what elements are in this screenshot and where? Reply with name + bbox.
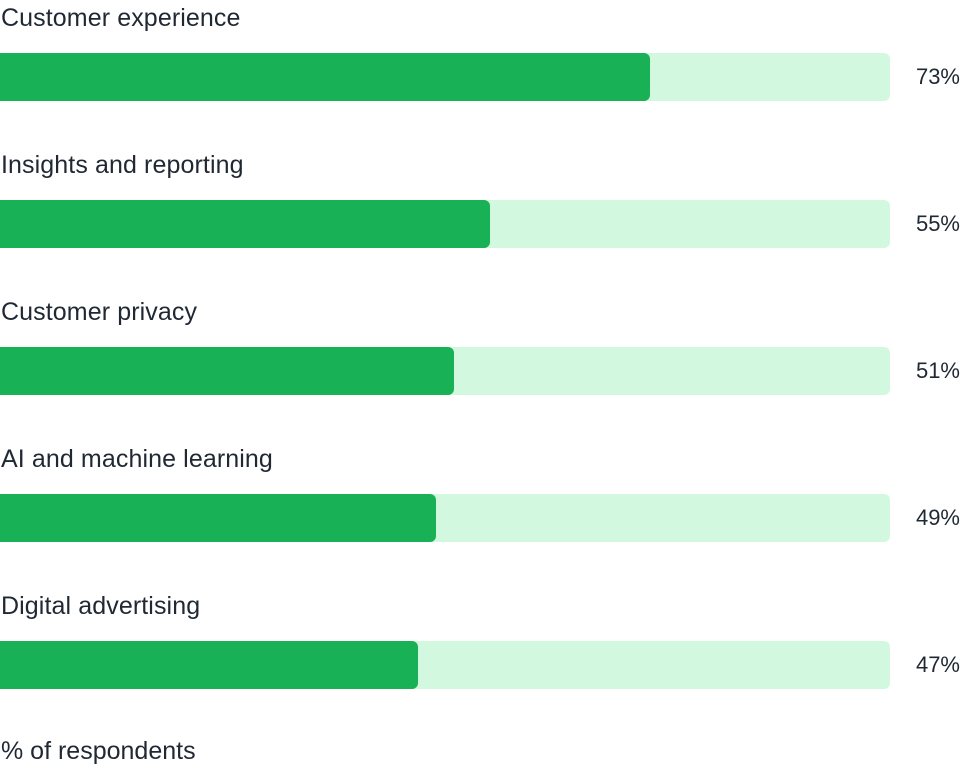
bar-row: Insights and reporting 55% bbox=[0, 147, 960, 267]
bar-track bbox=[0, 53, 890, 101]
bar-track bbox=[0, 494, 890, 542]
bar bbox=[0, 347, 454, 395]
category-label: Customer experience bbox=[1, 4, 241, 32]
value-label: 47% bbox=[915, 652, 960, 677]
axis-label: % of respondents bbox=[1, 737, 196, 765]
value-label: 51% bbox=[915, 358, 960, 383]
value-label: 55% bbox=[915, 211, 960, 236]
bar bbox=[0, 494, 436, 542]
bar bbox=[0, 200, 490, 248]
bar bbox=[0, 53, 650, 101]
bar-row: Customer experience 73% bbox=[0, 0, 960, 120]
bar-row: Customer privacy 51% bbox=[0, 294, 960, 414]
bar-row: AI and machine learning 49% bbox=[0, 441, 960, 561]
category-label: Digital advertising bbox=[1, 592, 201, 620]
category-label: Insights and reporting bbox=[1, 151, 244, 179]
category-label: Customer privacy bbox=[1, 298, 198, 326]
value-label: 73% bbox=[915, 64, 960, 89]
bar-track bbox=[0, 347, 890, 395]
value-label: 49% bbox=[915, 505, 960, 530]
bar-track bbox=[0, 200, 890, 248]
bar bbox=[0, 641, 418, 689]
category-label: AI and machine learning bbox=[1, 445, 273, 473]
bar-track bbox=[0, 641, 890, 689]
bar-row: Digital advertising 47% bbox=[0, 588, 960, 708]
